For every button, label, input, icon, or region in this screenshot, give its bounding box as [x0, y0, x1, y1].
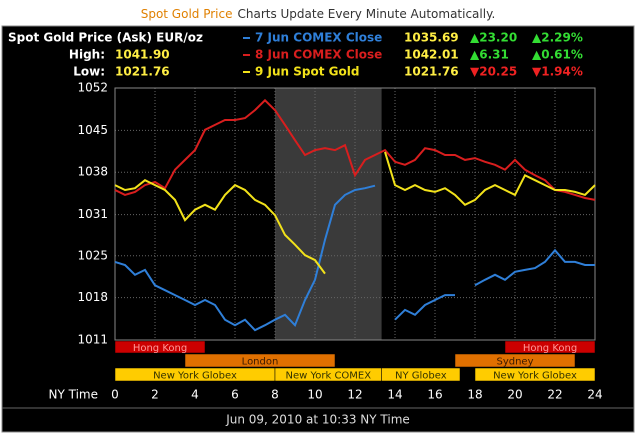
session-bar [114, 340, 206, 354]
legend-close: 1035.69 [404, 31, 459, 45]
legend-label: 9 Jun Spot Gold [255, 65, 359, 79]
x-tick-label: 22 [547, 388, 562, 402]
legend-change: ▲6.31 [470, 48, 509, 62]
session-label: Hong Kong [523, 343, 577, 354]
legend-change: ▼20.25 [470, 65, 517, 79]
session-label: Hong Kong [133, 343, 187, 354]
legend-change-pct: ▲2.29% [532, 31, 583, 45]
y-tick-label: 1052 [77, 81, 108, 95]
banner-subtitle: Charts Update Every Minute Automatically… [237, 7, 495, 21]
y-tick-label: 1025 [77, 248, 108, 262]
session-bar [504, 340, 596, 354]
x-tick-label: 18 [467, 388, 482, 402]
x-tick-label: 4 [191, 388, 199, 402]
high-value: 1041.90 [115, 48, 170, 62]
plot-border [114, 87, 596, 341]
low-value: 1021.76 [115, 65, 170, 79]
y-tick-label: 1011 [77, 333, 108, 347]
banner-title: Spot Gold Price [141, 7, 233, 21]
legend-label: 8 Jun COMEX Close [255, 48, 382, 62]
x-tick-label: 16 [427, 388, 442, 402]
session-label: Sydney [496, 357, 533, 368]
x-tick-label: 12 [347, 388, 362, 402]
chart-title: Spot Gold Price (Ask) EUR/oz [8, 31, 203, 45]
y-tick-label: 1018 [77, 290, 108, 304]
x-tick-label: 0 [111, 388, 119, 402]
low-label: Low: [73, 65, 105, 79]
legend-close: 1021.76 [404, 65, 459, 79]
series-line [114, 151, 596, 275]
x-tick-label: 24 [587, 388, 602, 402]
legend-change-pct: ▲0.61% [532, 48, 583, 62]
series-line [114, 184, 595, 332]
session-label: NY Globex [395, 371, 447, 382]
session-label: London [242, 357, 279, 368]
x-tick-label: 20 [507, 388, 522, 402]
series-line [114, 98, 596, 201]
legend-change-pct: ▼1.94% [532, 65, 583, 79]
x-axis-label: NY Time [49, 388, 99, 402]
y-tick-label: 1045 [77, 123, 108, 137]
legend-label: 7 Jun COMEX Close [255, 31, 382, 45]
x-tick-label: 2 [151, 388, 159, 402]
y-tick-label: 1038 [77, 165, 108, 179]
x-tick-label: 6 [231, 388, 239, 402]
session-bar [381, 367, 461, 382]
y-tick-label: 1031 [77, 207, 108, 221]
x-tick-label: 8 [271, 388, 279, 402]
footer: Jun 09, 2010 at 10:33 NY Time [225, 413, 410, 427]
x-tick-label: 14 [387, 388, 402, 402]
legend-close: 1042.01 [404, 48, 459, 62]
session-bar [184, 353, 336, 368]
session-label: New York COMEX [285, 371, 371, 382]
high-label: High: [69, 48, 105, 62]
session-label: New York Globex [153, 371, 237, 382]
x-tick-label: 10 [307, 388, 322, 402]
banner: Spot Gold Price Charts Update Every Minut… [141, 7, 496, 21]
shaded-region [275, 88, 382, 340]
legend-change: ▲23.20 [470, 31, 517, 45]
session-bar [454, 353, 576, 368]
session-bar [474, 367, 596, 382]
session-label: New York Globex [493, 371, 577, 382]
